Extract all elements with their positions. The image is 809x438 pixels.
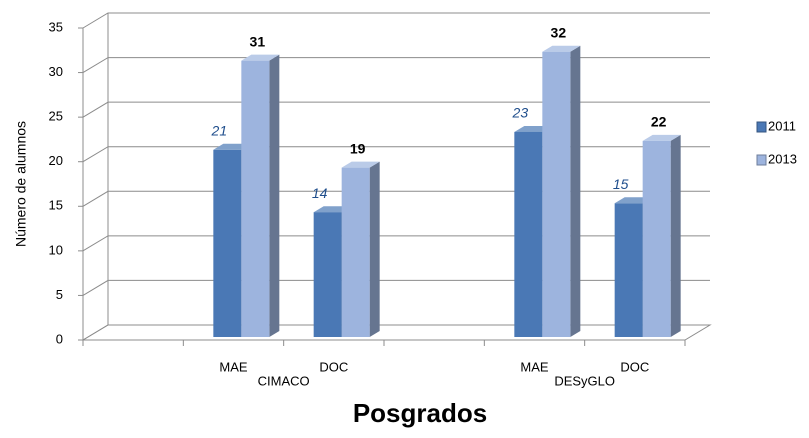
grid-line — [82, 146, 710, 163]
legend-label: 2011 — [768, 118, 796, 133]
data-label: 14 — [312, 185, 328, 201]
bar-top — [241, 54, 280, 61]
bar-front — [642, 140, 671, 337]
bar-front — [241, 60, 270, 338]
x-tick-label: MAE — [520, 359, 549, 374]
legend-swatch — [756, 154, 767, 166]
data-label: 23 — [512, 105, 529, 121]
bar-side — [369, 161, 380, 337]
group-label: DESyGLO — [554, 373, 615, 388]
grid-line — [82, 57, 710, 74]
y-tick-label: 30 — [49, 64, 63, 79]
data-label: 21 — [211, 123, 228, 139]
grid-line — [82, 101, 710, 118]
data-label: 32 — [551, 24, 567, 40]
grid-line — [82, 324, 710, 341]
bar-top — [542, 45, 581, 52]
grid-line — [82, 279, 710, 296]
group-label: CIMACO — [258, 373, 310, 388]
x-axis-label: Posgrados — [353, 398, 487, 428]
bar-side — [570, 45, 581, 337]
x-tick-label: DOC — [319, 359, 348, 374]
data-label: 31 — [250, 33, 266, 49]
bar — [642, 134, 681, 337]
y-tick-label: 35 — [49, 19, 63, 34]
y-tick-label: 20 — [49, 153, 63, 168]
bar — [341, 161, 380, 337]
bar-front — [313, 212, 342, 337]
bar-front — [341, 167, 370, 337]
data-label: 19 — [350, 140, 366, 156]
bar — [542, 45, 581, 337]
x-tick-label: DOC — [620, 359, 649, 374]
bar-top — [642, 134, 681, 141]
legend-swatch — [756, 121, 767, 133]
bar-front — [542, 51, 571, 337]
y-tick-label: 5 — [56, 287, 63, 302]
y-tick-label: 25 — [49, 109, 63, 124]
grid-line — [82, 12, 710, 29]
bar-front — [614, 203, 643, 337]
legend-label: 2013 — [768, 151, 797, 166]
bar-top — [341, 161, 380, 168]
bar-side — [670, 134, 681, 337]
y-axis-label: Número de alumnos — [13, 121, 29, 247]
y-tick-label: 0 — [56, 331, 63, 346]
bar — [241, 54, 280, 338]
x-tick-label: MAE — [219, 359, 248, 374]
y-tick-label: 10 — [49, 242, 63, 257]
bar-front — [514, 131, 543, 337]
grid-line — [82, 235, 710, 252]
data-label: 22 — [651, 114, 667, 130]
grid-line — [82, 190, 710, 207]
data-label: 15 — [613, 176, 629, 192]
bar-side — [269, 54, 280, 338]
y-tick-label: 15 — [49, 198, 63, 213]
bar-front — [213, 149, 242, 337]
